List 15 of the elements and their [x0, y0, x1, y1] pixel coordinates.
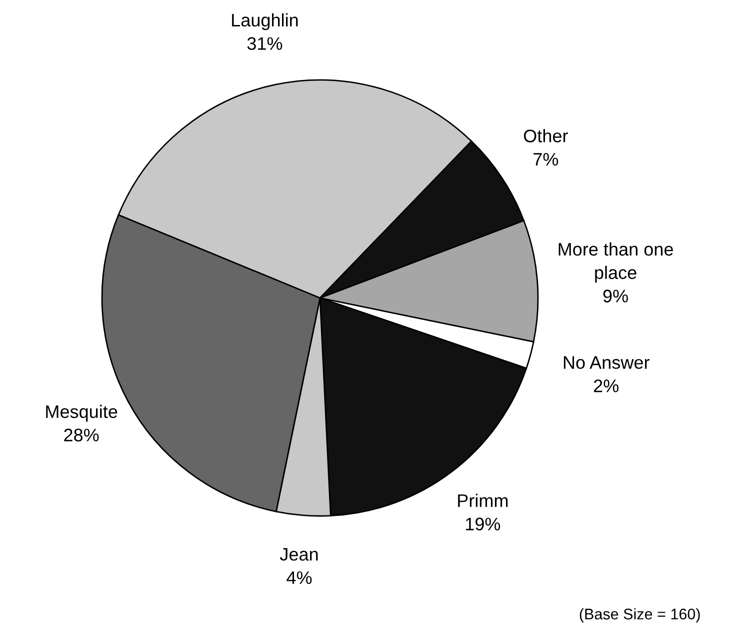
data-label: 2% — [594, 379, 619, 392]
data-label: 9% — [603, 290, 628, 302]
slice-label: Mesquite — [46, 404, 118, 422]
data-label: 7% — [534, 153, 558, 166]
slice-label: No Answer — [564, 356, 650, 369]
slice-label: Primm — [458, 494, 508, 507]
data-label: 19% — [466, 518, 500, 530]
slice-label: Laughlin — [232, 13, 298, 30]
slice-label: Jean — [280, 548, 318, 561]
data-label: 4% — [286, 571, 312, 584]
text: (Base Size = 160) — [580, 608, 700, 622]
data-label: 28% — [64, 428, 99, 442]
slice-label: Other — [524, 129, 568, 142]
data-label: 31% — [247, 37, 282, 50]
slice-label: More than one place — [558, 242, 673, 283]
